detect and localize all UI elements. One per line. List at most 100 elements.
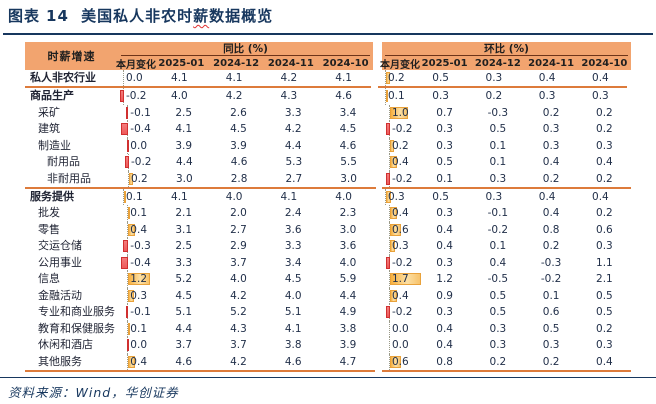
monthly-change-cell: 0.1: [120, 205, 156, 222]
value-cell-2024-11: 0.6: [542, 306, 560, 318]
monthly-change-cell: 0.0: [382, 321, 418, 338]
value-cell-2025-01: 0.5: [432, 190, 449, 203]
value-cell-2024-12: 0.5: [489, 289, 507, 302]
monthly-change-value: 0.1: [130, 322, 147, 335]
monthly-change-value: -0.2: [392, 306, 413, 318]
value-cell-2024-11: 3.3: [284, 106, 302, 119]
value-cell-2024-10: 0.4: [596, 355, 613, 368]
value-cell-2024-10: 0.3: [596, 339, 613, 351]
yoy-block: 0.1 2.1 2.0 2.4 2.3: [120, 205, 375, 222]
value-cell-2024-11: 4.5: [284, 273, 302, 285]
value-cell-2024-12: 0.3: [485, 190, 503, 203]
value-cell-2024-10: 0.3: [592, 90, 609, 102]
block-gap: [375, 304, 382, 321]
value-cell-2024-12: 3.7: [230, 256, 247, 269]
change-bar: [386, 172, 390, 185]
value-cell-2024-10: 4.4: [339, 289, 357, 302]
value-cell-2024-10: 3.6: [339, 240, 357, 252]
value-cell-2024-10: 3.0: [339, 223, 357, 236]
monthly-change-cell: 1.0: [382, 105, 418, 122]
yoy-block: 0.4 3.1 2.7 3.6 3.0: [120, 221, 375, 239]
monthly-change-cell: -0.2: [121, 154, 157, 171]
header-gap: [373, 42, 382, 70]
yoy-block: -0.4 3.3 3.7 3.4 4.0: [120, 254, 375, 272]
value-cell-2024-12: 0.5: [489, 123, 507, 135]
change-bar: [126, 306, 129, 318]
mom-block: 0.0 0.4 0.3 0.5 0.2: [382, 320, 631, 338]
yoy-block: -0.3 2.5 2.9 3.3 3.6: [120, 238, 375, 255]
monthly-change-cell: 0.4: [120, 222, 156, 239]
monthly-change-value: -0.2: [392, 256, 413, 269]
value-cell-2024-10: 0.3: [596, 240, 613, 252]
value-cell-2024-11: 2.4: [284, 207, 302, 219]
column-header-monthly-change: 本月变化: [116, 60, 156, 71]
value-cell-2024-11: -0.3: [540, 256, 562, 269]
value-cell-2024-12: -0.3: [487, 106, 509, 119]
monthly-change-value: 0.0: [130, 339, 147, 351]
table-row: 专业和商业服务 -0.1 5.1 5.2 5.1 4.9 -0.2 0.3 0.5 0.6 0.5: [25, 304, 631, 321]
value-cell-2024-11: 0.4: [542, 207, 560, 219]
value-cell-2025-01: 3.0: [176, 172, 193, 185]
value-cell-2024-10: 5.9: [339, 273, 357, 285]
value-cell-2024-10: 0.2: [596, 207, 613, 219]
change-bar: [390, 223, 401, 236]
block-gap: [375, 337, 382, 354]
change-bar: [122, 240, 129, 252]
monthly-change-value: 0.1: [130, 207, 147, 219]
value-cell-2025-01: 2.1: [175, 207, 193, 219]
monthly-change-cell: 0.1: [116, 189, 152, 206]
value-cell-2025-01: 4.1: [171, 190, 188, 203]
value-cell-2024-10: 1.1: [596, 256, 613, 269]
value-cell-2025-01: 4.4: [176, 156, 193, 168]
block-gap: [375, 354, 382, 372]
value-cell-2024-12: 2.9: [230, 240, 247, 252]
table-row: 金融活动 0.3 4.5 4.2 4.0 4.4 0.4 0.9 0.5 0.1 0.5: [25, 287, 631, 305]
corner-header-label: 时薪增速: [47, 50, 96, 63]
monthly-change-value: -0.2: [130, 156, 152, 168]
value-cell-2024-12: 4.2: [225, 90, 243, 102]
value-cell-2024-12: -0.2: [487, 223, 509, 236]
table-row: 商品生产 -0.2 4.0 4.2 4.3 4.6 0.1 0.3 0.2 0.3 0.3: [25, 88, 631, 105]
value-cell-2024-12: 4.0: [225, 190, 243, 203]
value-cell-2024-10: 3.9: [339, 339, 357, 351]
yoy-block: -0.2 4.0 4.2 4.3 4.6: [116, 88, 371, 105]
value-cell-2025-01: 4.4: [175, 322, 193, 335]
monthly-change-cell: 0.1: [120, 321, 156, 338]
value-cell-2025-01: 0.5: [432, 72, 449, 84]
value-cell-2024-11: 0.1: [542, 289, 560, 302]
monthly-change-cell: 0.0: [120, 337, 156, 354]
value-cell-2024-10: 0.4: [592, 190, 609, 203]
row-label: 其他服务: [25, 354, 121, 372]
row-label: 制造业: [38, 138, 71, 152]
value-cell-2024-11: 4.6: [284, 355, 302, 368]
source-note: 资料来源：Wind，华创证券: [8, 385, 179, 400]
row-label: 非耐用品: [25, 171, 121, 189]
monthly-change-cell: 0.3: [382, 238, 418, 255]
yoy-block: 1.2 5.2 4.0 4.5 5.9: [120, 271, 375, 288]
monthly-change-cell: 0.0: [120, 138, 156, 155]
row-label: 私人非农行业: [25, 70, 116, 88]
value-cell-2024-12: 0.1: [489, 156, 507, 168]
value-cell-2025-01: 0.4: [436, 223, 453, 236]
mom-block: 0.6 0.8 0.2 0.2 0.4: [382, 353, 631, 372]
yoy-block: 0.4 4.6 4.2 4.6 4.7: [120, 353, 376, 372]
footer-divider-line: [0, 377, 656, 378]
monthly-change-value: 0.2: [130, 172, 148, 185]
row-label: 公用事业: [38, 255, 82, 269]
value-cell-2025-01: 0.4: [436, 240, 453, 252]
block-gap: [371, 70, 378, 88]
value-cell-2024-11: 4.1: [280, 190, 298, 203]
table-row: 公用事业 -0.4 3.3 3.7 3.4 4.0 -0.2 0.3 0.4 -0.3 1.1: [25, 254, 631, 272]
value-cell-2025-01: 4.0: [171, 90, 188, 102]
change-bar: [390, 240, 396, 252]
value-cell-2024-12: 5.2: [230, 306, 247, 318]
change-bar: [128, 289, 134, 302]
row-label: 专业和商业服务: [38, 305, 115, 318]
value-cell-2025-01: 3.3: [175, 256, 193, 269]
monthly-change-value: 1.2: [130, 273, 147, 285]
change-bar: [121, 123, 129, 135]
change-bar: [128, 322, 131, 335]
value-cell-2024-11: 0.3: [542, 339, 560, 351]
monthly-change-value: 0.6: [392, 223, 409, 236]
table-header: 时薪增速 同比 (%) 本月变化 2025-01 2024-12 2024-11 202…: [25, 42, 631, 71]
